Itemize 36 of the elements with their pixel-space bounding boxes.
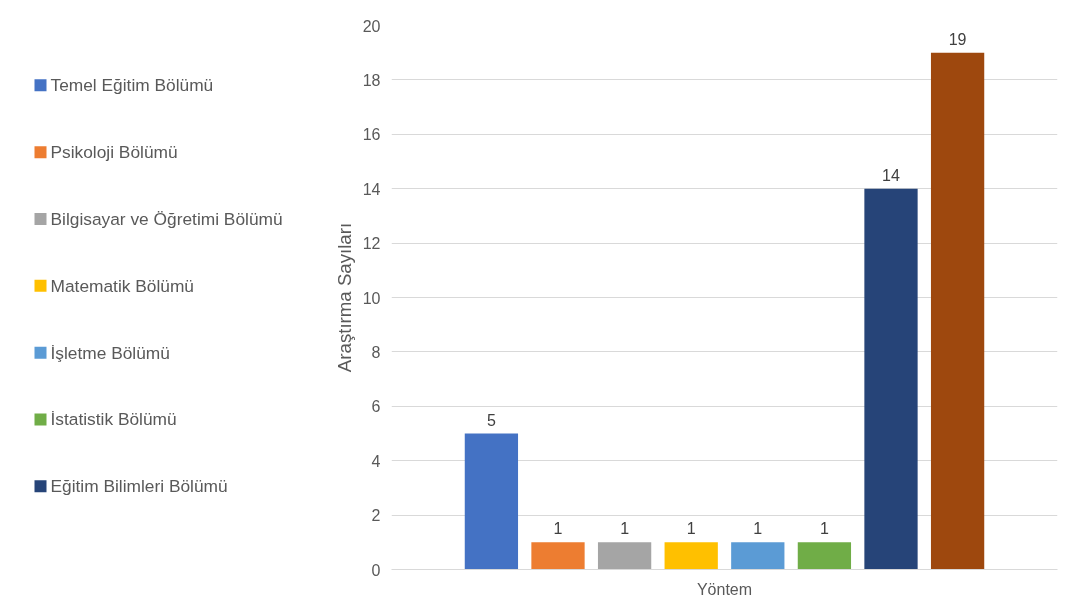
y-tick-label: 20 xyxy=(362,17,381,35)
legend-label: Eğitim Bilimleri Bölümü xyxy=(50,476,228,497)
y-tick-label: 4 xyxy=(371,452,381,470)
y-tick-label: 2 xyxy=(371,507,381,525)
y-tick-label: 12 xyxy=(362,235,381,253)
legend-label: Bilgisayar ve Öğretimi Bölümü xyxy=(50,208,283,229)
data-label: 1 xyxy=(753,520,763,538)
bar xyxy=(930,52,985,570)
data-label: 19 xyxy=(948,30,967,48)
data-label: 1 xyxy=(553,520,563,538)
bar xyxy=(731,542,785,570)
y-tick-label: 14 xyxy=(362,180,381,198)
bar xyxy=(797,542,852,570)
bar xyxy=(597,542,652,570)
bar xyxy=(664,542,718,570)
legend-label: Psikoloji Bölümü xyxy=(50,142,178,163)
data-label: 14 xyxy=(882,166,900,184)
y-tick-label: 6 xyxy=(371,398,381,416)
bar xyxy=(864,188,918,570)
legend-label: İstatistik Bölümü xyxy=(50,409,177,430)
x-tick-label: Yöntem xyxy=(696,580,753,598)
y-tick-label: 18 xyxy=(362,71,381,89)
bar xyxy=(531,542,585,570)
legend-label: İşletme Bölümü xyxy=(50,342,170,363)
y-tick-label: 0 xyxy=(371,561,381,579)
data-label: 1 xyxy=(686,520,696,538)
data-label: 1 xyxy=(620,520,630,538)
y-axis-title: Araştırma Sayıları xyxy=(333,222,355,373)
y-tick-label: 16 xyxy=(362,126,381,144)
y-tick-label: 8 xyxy=(371,343,381,361)
bar xyxy=(464,433,519,570)
data-label: 1 xyxy=(819,520,829,538)
legend-label: Matematik Bölümü xyxy=(50,275,194,296)
y-tick-label: 10 xyxy=(362,289,381,307)
legend-label: Temel Eğitim Bölümü xyxy=(50,75,214,96)
data-label: 5 xyxy=(486,411,496,429)
